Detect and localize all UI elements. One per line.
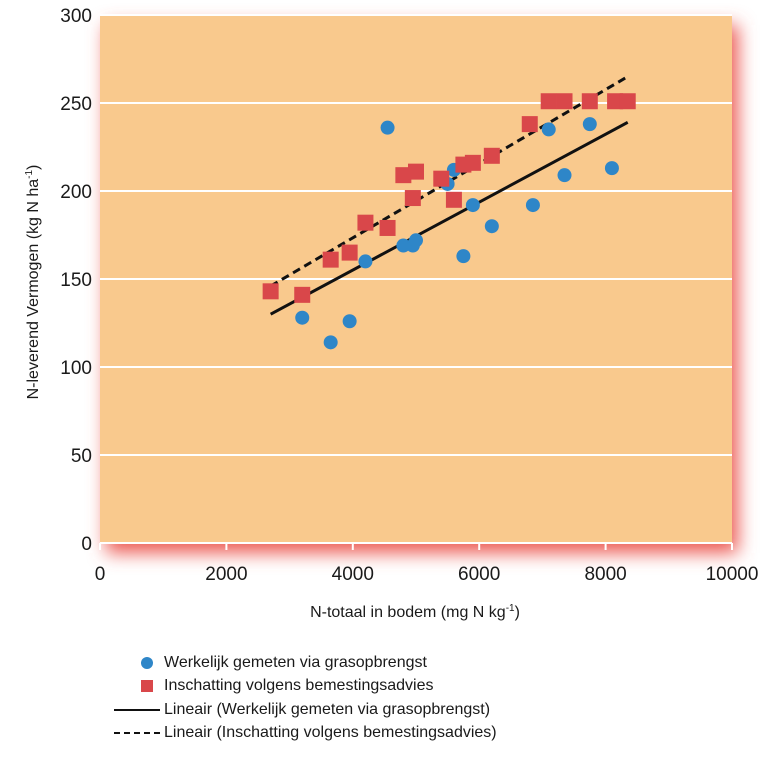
trendline-solid bbox=[269, 121, 629, 316]
data-point-circle bbox=[484, 219, 499, 234]
data-point-square bbox=[341, 244, 358, 261]
data-point-square bbox=[556, 93, 573, 110]
data-point-square bbox=[521, 116, 538, 133]
data-point-circle bbox=[409, 233, 423, 248]
y-tick-label: 250 bbox=[60, 94, 92, 115]
x-axis-label: N-totaal in bodem (mg N kg-1) bbox=[310, 603, 520, 621]
data-point-circle bbox=[342, 314, 357, 329]
data-point-circle bbox=[380, 120, 395, 135]
data-point-square bbox=[619, 93, 636, 110]
scatter-chart: 0 50 100 150 200 250 300 0 2000 4000 6000 8000 10000… bbox=[24, 6, 759, 621]
data-point-square bbox=[483, 147, 500, 164]
legend-item: Lineair (Werkelijk gemeten via grasopbre… bbox=[110, 698, 497, 722]
legend-item: Inschatting volgens bemestingsadvies bbox=[110, 675, 497, 699]
data-point-square bbox=[404, 190, 421, 207]
data-point-square bbox=[357, 214, 374, 231]
y-tick-label: 200 bbox=[60, 182, 92, 203]
data-point-circle bbox=[456, 249, 471, 264]
data-point-circle bbox=[323, 335, 338, 350]
data-point-square bbox=[395, 167, 412, 184]
data-point-circle bbox=[465, 198, 480, 213]
data-point-square bbox=[294, 286, 311, 303]
data-point-square bbox=[379, 219, 396, 236]
y-axis-label: N-leverend Vermogen (kg N ha-1) bbox=[24, 165, 42, 400]
legend-label: Lineair (Werkelijk gemeten via grasopbre… bbox=[164, 700, 491, 718]
legend-label: Inschatting volgens bemestingsadvies bbox=[164, 677, 434, 695]
legend-item: Werkelijk gemeten via grasopbrengst bbox=[110, 651, 497, 675]
y-tick-label: 300 bbox=[60, 6, 92, 27]
y-tick-label: 50 bbox=[71, 446, 92, 467]
data-point-square bbox=[540, 93, 557, 110]
data-point-circle bbox=[557, 168, 572, 183]
data-point-square bbox=[408, 163, 424, 180]
legend-key-dashed-line bbox=[110, 723, 164, 743]
legend: Werkelijk gemeten via grasopbrengst Insc… bbox=[110, 651, 497, 745]
data-point-square bbox=[433, 170, 450, 187]
data-point-square bbox=[262, 283, 279, 300]
data-point-circle bbox=[358, 254, 373, 269]
data-point-circle bbox=[541, 122, 556, 137]
x-tick-label: 10000 bbox=[706, 564, 759, 585]
x-tick-label: 8000 bbox=[584, 564, 626, 585]
legend-label: Lineair (Inschatting volgens bemestingsa… bbox=[164, 724, 497, 742]
y-tick-label: 100 bbox=[60, 358, 92, 379]
trendline-dashed bbox=[269, 75, 629, 288]
legend-key-circle bbox=[110, 653, 164, 673]
legend-key-solid-line bbox=[110, 700, 164, 720]
data-point-square bbox=[464, 154, 481, 171]
x-tick-label: 2000 bbox=[205, 564, 247, 585]
legend-item: Lineair (Inschatting volgens bemestingsa… bbox=[110, 722, 497, 746]
legend-key-square bbox=[110, 676, 164, 696]
data-point-circle bbox=[582, 117, 597, 132]
data-point-circle bbox=[604, 161, 619, 176]
x-tick-label: 0 bbox=[95, 564, 106, 585]
y-tick-label: 0 bbox=[81, 534, 92, 555]
x-tick-label: 4000 bbox=[332, 564, 374, 585]
data-point-circle bbox=[525, 198, 540, 213]
data-point-square bbox=[607, 93, 624, 110]
data-point-square bbox=[322, 251, 339, 268]
data-point-square bbox=[581, 93, 598, 110]
data-point-square bbox=[445, 191, 462, 208]
x-tick-label: 6000 bbox=[458, 564, 500, 585]
legend-label: Werkelijk gemeten via grasopbrengst bbox=[164, 653, 427, 671]
data-point-circle bbox=[295, 310, 310, 325]
y-tick-label: 150 bbox=[60, 270, 92, 291]
